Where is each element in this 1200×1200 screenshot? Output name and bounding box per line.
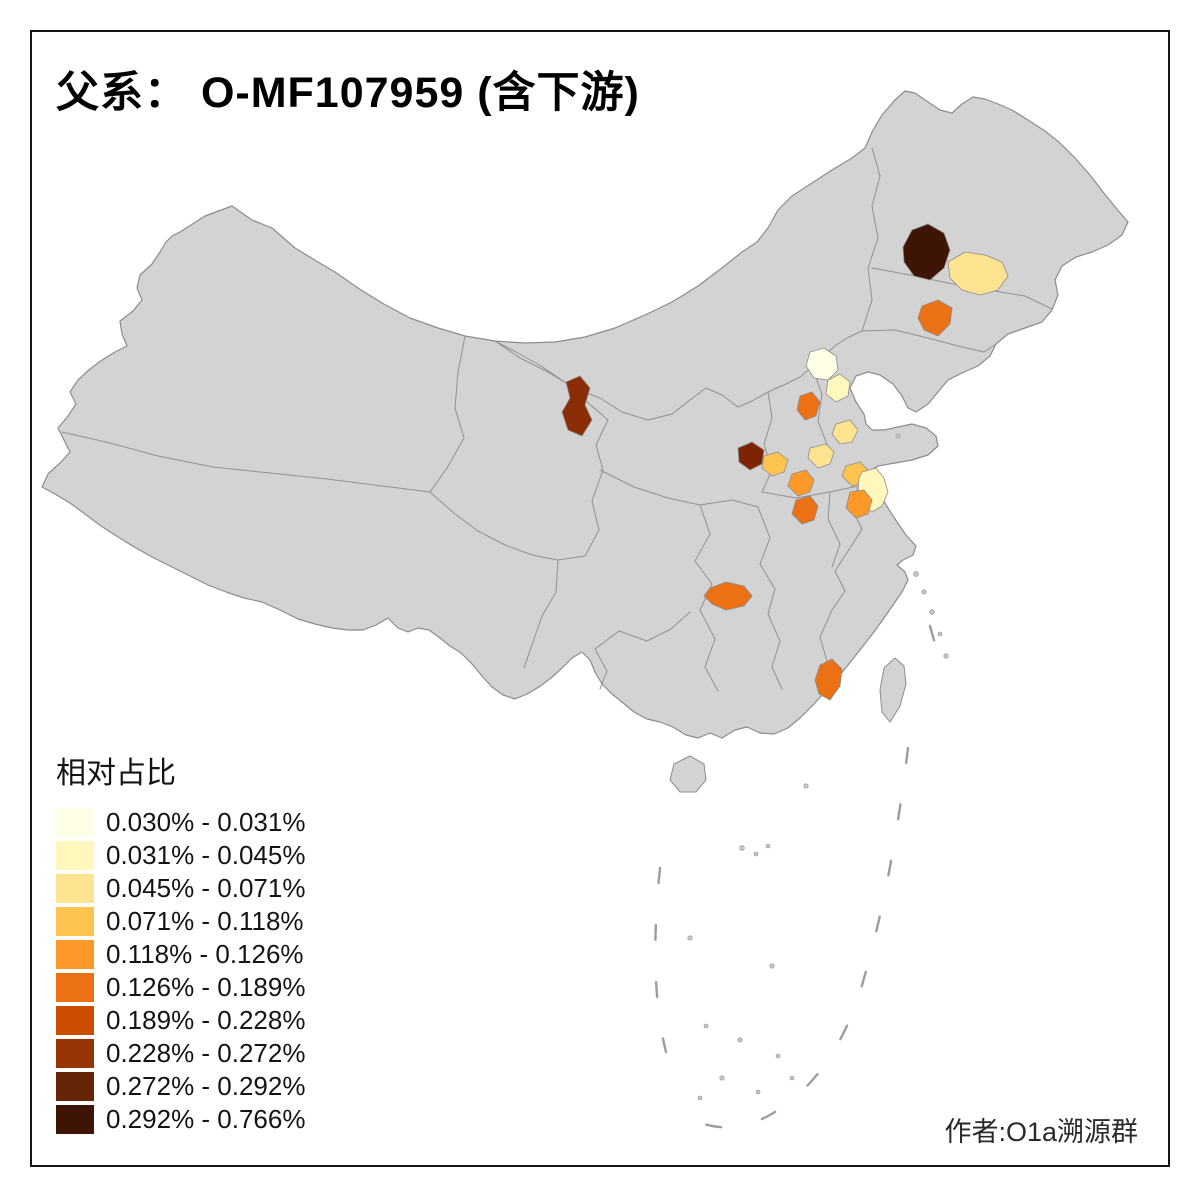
map-region-fujian-orange [814, 658, 843, 701]
map-region-jiangsu-orange [845, 489, 873, 519]
legend-swatch [56, 841, 94, 870]
legend-swatch [56, 973, 94, 1002]
map-region-henan-south-orange [791, 495, 819, 525]
map-region-liaoning-orange [917, 299, 953, 337]
legend-swatch [56, 1039, 94, 1068]
map-region-hunan-hubei-orange [703, 581, 753, 611]
legend-item: 0.045% - 0.071% [56, 873, 306, 903]
small-islands [687, 433, 949, 1101]
map-region-henan-west-dark [737, 441, 765, 471]
legend-swatch-rect [56, 973, 94, 1002]
legend-swatch-rect [56, 1105, 94, 1134]
legend-swatch-rect [56, 1006, 94, 1035]
map-region-central-light-orange [761, 451, 789, 477]
hainan-island [669, 755, 707, 793]
legend-item: 0.292% - 0.766% [56, 1104, 306, 1134]
legend-title: 相对占比 [56, 757, 176, 790]
legend-swatch [56, 940, 94, 969]
nine-dash-line [654, 624, 945, 1129]
legend: 相对占比 0.030% - 0.031% 0.031% - 0.045% 0.0… [56, 748, 305, 1138]
map-region-beijing-palest [805, 347, 839, 381]
legend-swatch [56, 907, 94, 936]
legend-item-label: 0.118% - 0.126% [106, 939, 304, 969]
legend-item-label: 0.272% - 0.292% [106, 1071, 306, 1101]
legend-item: 0.126% - 0.189% [56, 972, 306, 1002]
legend-swatch [56, 1006, 94, 1035]
map-region-shanxi-orange [796, 391, 821, 421]
page-title: 父系： O-MF107959 (含下游) [56, 69, 640, 117]
legend-item: 0.071% - 0.118% [56, 906, 305, 936]
legend-item-label: 0.071% - 0.118% [106, 906, 304, 936]
legend-item: 0.272% - 0.292% [56, 1071, 306, 1101]
legend-swatch-rect [56, 874, 94, 903]
legend-item-label: 0.031% - 0.045% [106, 840, 306, 870]
legend-item: 0.031% - 0.045% [56, 840, 306, 870]
legend-swatch [56, 874, 94, 903]
legend-item-label: 0.189% - 0.228% [106, 1005, 306, 1035]
legend-item-label: 0.228% - 0.272% [106, 1038, 306, 1068]
legend-swatch [56, 1105, 94, 1134]
legend-swatch [56, 1072, 94, 1101]
legend-swatch-rect [56, 940, 94, 969]
map-region-northeast-darkest [902, 223, 951, 281]
legend-item: 0.189% - 0.228% [56, 1005, 306, 1035]
attribution: 作者:O1a溯源群 [944, 1117, 1138, 1147]
map-region-central-pale [807, 443, 835, 469]
map-region-northeast-pale [947, 251, 1009, 296]
legend-item: 0.118% - 0.126% [56, 939, 305, 969]
legend-swatch [56, 808, 94, 837]
legend-item-label: 0.126% - 0.189% [106, 972, 306, 1002]
legend-swatch-rect [56, 1039, 94, 1068]
taiwan-island [879, 657, 907, 723]
map-region-tianjin-pale [825, 373, 851, 403]
legend-item-label: 0.045% - 0.071% [106, 873, 306, 903]
legend-item: 0.030% - 0.031% [56, 807, 306, 837]
choropleth-regions [561, 223, 1009, 701]
legend-swatch-rect [56, 907, 94, 936]
legend-item: 0.228% - 0.272% [56, 1038, 306, 1068]
map-region-hebei-south-pale [831, 419, 859, 445]
legend-item-label: 0.030% - 0.031% [106, 807, 306, 837]
legend-item-label: 0.292% - 0.766% [106, 1104, 306, 1134]
map-region-henan-east-orange [787, 469, 815, 497]
legend-swatch-rect [56, 841, 94, 870]
map-region-ningxia-dark [561, 375, 593, 437]
legend-swatch-rect [56, 1072, 94, 1101]
legend-swatch-rect [56, 808, 94, 837]
